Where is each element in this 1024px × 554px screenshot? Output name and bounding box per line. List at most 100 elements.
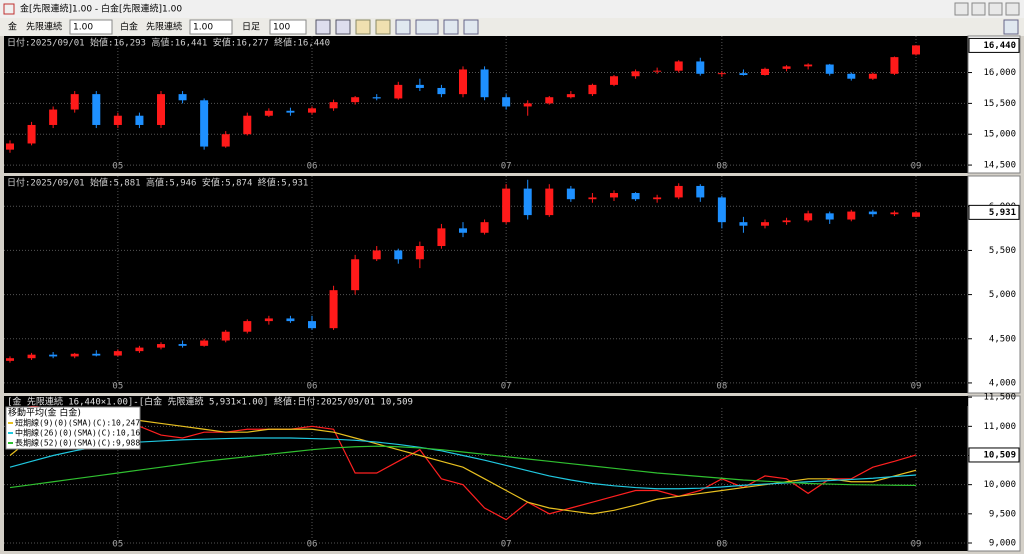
y-tick-label: 4,500 <box>989 334 1016 344</box>
minimize-button[interactable] <box>954 2 969 16</box>
legend-entry: 長期線(52)(0)(SMA)(C):9,988 <box>15 438 140 448</box>
candle-body <box>782 220 791 223</box>
x-tick-label: 05 <box>112 162 123 172</box>
candle-body <box>847 73 856 79</box>
indicator-line <box>9 402 917 521</box>
candle-body <box>49 354 58 357</box>
candle-body <box>286 318 295 322</box>
x-tick-label: 09 <box>911 540 922 550</box>
candle-body <box>372 97 381 99</box>
contract2[interactable]: 先限連続 <box>146 21 182 33</box>
candle-body <box>49 109 58 125</box>
candle-body <box>631 71 640 77</box>
y-tick-label: 9,500 <box>989 509 1016 519</box>
y-tick-label: 5,000 <box>989 290 1016 300</box>
candle-body <box>545 188 554 216</box>
candle-body <box>588 197 597 200</box>
x-tick-label: 07 <box>501 540 512 550</box>
candle-body <box>135 115 144 125</box>
multiplier2-input[interactable] <box>189 19 233 35</box>
tool-icon[interactable] <box>415 19 439 35</box>
candle-body <box>415 84 424 88</box>
x-tick-label: 09 <box>911 162 922 172</box>
candle-body <box>566 188 575 200</box>
plot-area <box>4 36 968 173</box>
y-tick-label: 4,000 <box>989 378 1016 388</box>
candle-body <box>631 193 640 200</box>
candle-body <box>523 188 532 216</box>
candle-body <box>329 102 338 109</box>
candle-body <box>221 331 230 341</box>
tool-icon[interactable] <box>375 19 391 35</box>
candle-body <box>92 353 101 356</box>
last-price-tag <box>968 37 1020 53</box>
candle-body <box>653 197 662 200</box>
tool-icon[interactable] <box>443 19 459 35</box>
tool-icon[interactable] <box>463 19 479 35</box>
x-tick-label: 06 <box>307 382 318 392</box>
restore-button[interactable] <box>971 2 986 16</box>
period[interactable]: 日足 <box>242 22 260 33</box>
candle-body <box>459 69 467 95</box>
multiplier1[interactable]: 1.00 <box>73 23 93 33</box>
candle-body <box>113 115 122 125</box>
candle-body <box>825 213 834 220</box>
candle-body <box>912 45 920 55</box>
candle-body <box>653 70 662 72</box>
count[interactable]: 100 <box>273 23 290 33</box>
candle-body <box>243 115 252 135</box>
candle-body <box>351 97 360 103</box>
last-price: 10,509 <box>983 450 1016 460</box>
multiplier2[interactable]: 1.00 <box>193 23 213 33</box>
y-tick-label: 5,500 <box>989 246 1016 256</box>
candle-body <box>825 64 834 74</box>
candle-body <box>6 143 14 150</box>
candle-body <box>178 94 187 101</box>
candle-body <box>847 211 856 220</box>
candle-body <box>70 353 79 357</box>
candle-body <box>286 110 295 113</box>
indicator-line <box>9 445 917 489</box>
x-tick-label: 08 <box>716 162 727 172</box>
candle-body <box>868 73 877 79</box>
candle-body <box>27 124 36 144</box>
symbol2[interactable]: 白金 <box>120 21 138 33</box>
candle-body <box>437 228 446 247</box>
candle-body <box>610 76 618 85</box>
settings-icon[interactable] <box>1003 19 1019 35</box>
candle-body <box>610 193 618 198</box>
multiplier1-input[interactable] <box>69 19 113 35</box>
candle-body <box>178 344 187 346</box>
last-price-tag <box>968 447 1020 463</box>
close-button[interactable] <box>1005 2 1020 16</box>
maximize-button[interactable] <box>988 2 1003 16</box>
candle-body <box>674 185 683 198</box>
candle-body <box>502 188 511 223</box>
last-price: 16,440 <box>983 41 1016 51</box>
candle-body <box>394 250 403 260</box>
candle-body <box>761 222 769 226</box>
candle-body <box>135 347 144 352</box>
x-tick-label: 05 <box>112 382 123 392</box>
y-tick-label: 11,000 <box>983 422 1016 432</box>
panel-info: 日付:2025/09/01 始値:5,881 高値:5,946 安値:5,874… <box>7 177 308 189</box>
tool-icon[interactable] <box>395 19 411 35</box>
indicator-line <box>9 437 917 490</box>
last-price-tag <box>968 204 1020 220</box>
candle-body <box>157 94 165 125</box>
candle-body <box>27 354 36 359</box>
candle-body <box>717 73 726 75</box>
tool-icon[interactable] <box>335 19 351 35</box>
candle-body <box>437 87 446 95</box>
count-input[interactable] <box>269 19 307 35</box>
candle-body <box>804 64 813 67</box>
legend <box>5 406 141 450</box>
candle-body <box>113 351 122 356</box>
tool-icon[interactable] <box>355 19 371 35</box>
tool-icon[interactable] <box>315 19 331 35</box>
contract1[interactable]: 先限連続 <box>26 21 62 33</box>
y-tick-label: 11,500 <box>983 393 1016 403</box>
symbol1[interactable]: 金 <box>8 21 17 33</box>
